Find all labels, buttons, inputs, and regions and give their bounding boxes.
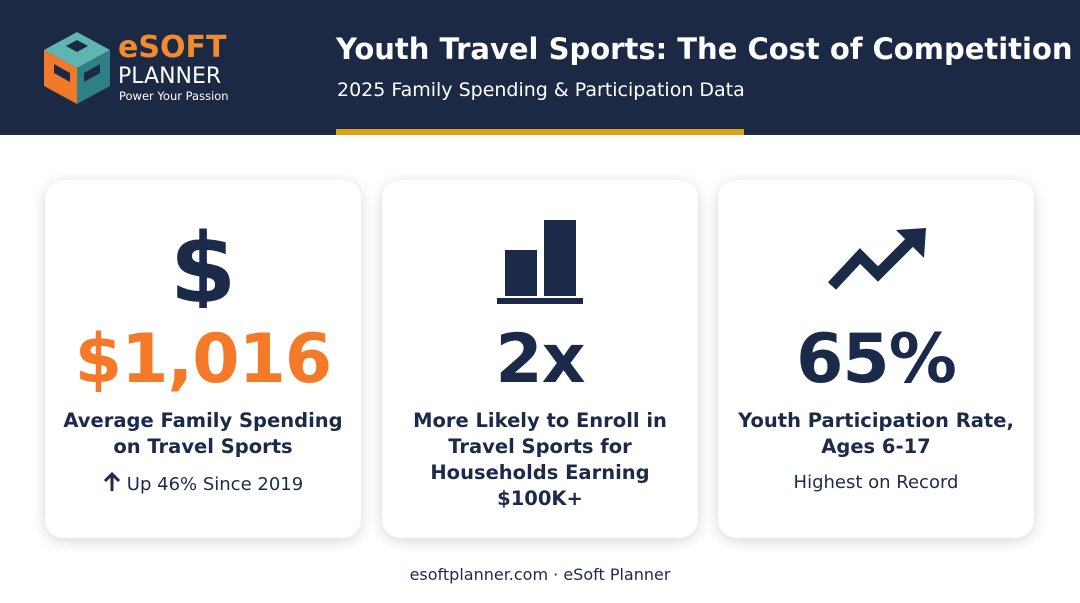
stat-value: 65% [796,320,957,399]
stat-label: Average Family Spending on Travel Sports [63,409,343,458]
stat-note: Up 46% Since 2019 [126,474,304,495]
card: 2x More Likely to Enroll in Travel Sport… [382,180,698,538]
logo-name: eSOFT [118,30,227,65]
svg-text:$: $ [170,218,237,308]
stat-note-row: Up 46% Since 2019 [45,471,361,495]
logo-sub: PLANNER [118,64,222,89]
card: 65% Youth Participation Rate, Ages 6-17 … [718,180,1034,538]
card: $ $1,016 Average Family Spending on Trav… [45,180,361,538]
stat-value: $1,016 [74,320,332,399]
dollar-icon: $ [170,218,237,308]
trend-icon [827,228,926,290]
accent-bar [336,129,744,135]
footer: esoftplanner.com · eSoft Planner [409,565,671,584]
stat-value: 2x [495,320,585,399]
stat-label: Youth Participation Rate, Ages 6-17 [738,409,1014,458]
bar-icon [497,220,583,304]
tagline: Power Your Passion [119,89,229,103]
logo-icon [44,32,110,104]
subtitle: 2025 Family Spending & Participation Dat… [337,79,745,101]
title: Youth Travel Sports: The Cost of Competi… [336,32,1073,66]
stat-note: Highest on Record [793,472,959,493]
up-arrow [103,471,120,491]
header: eSOFT PLANNER Power Your Passion Youth T… [0,0,1080,135]
stat-label: More Likely to Enroll in Travel Sports f… [413,409,667,510]
